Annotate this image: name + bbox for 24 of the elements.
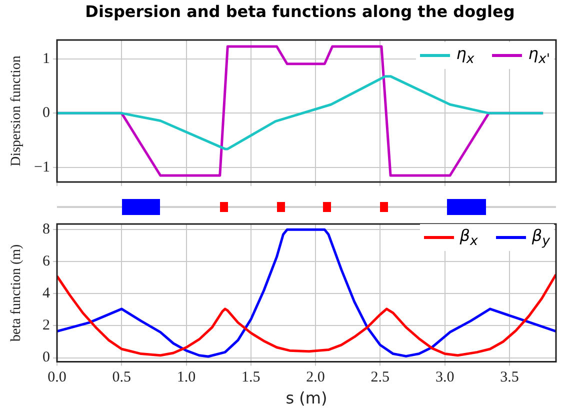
legend-label: η$_{x}$ bbox=[456, 44, 474, 68]
x-tick-label: 1.5 bbox=[242, 370, 260, 386]
x-tick-label: 1.0 bbox=[176, 370, 196, 386]
y-axis-title: Dispersion function bbox=[9, 56, 24, 166]
x-tick-label: 3.5 bbox=[500, 370, 519, 386]
y-tick-label: 2 bbox=[42, 318, 50, 334]
y-tick-label: 6 bbox=[42, 254, 50, 270]
y-tick-label: 8 bbox=[42, 222, 50, 238]
x-axis-title: s (m) bbox=[286, 388, 328, 408]
x-tick-label: 3.0 bbox=[435, 370, 454, 386]
legend-label: β$_{y}$ bbox=[532, 226, 550, 250]
chart-title: Dispersion and beta functions along the dogleg bbox=[84, 2, 516, 21]
x-tick-label: 0.0 bbox=[48, 370, 66, 386]
y-tick-label: 0 bbox=[42, 105, 50, 122]
y-tick-label: 1 bbox=[42, 50, 50, 67]
y-tick-label: 4 bbox=[42, 286, 50, 302]
y-tick-label: −1 bbox=[34, 159, 50, 176]
x-tick-label: 0.5 bbox=[112, 370, 132, 386]
y-axis-title: beta function (m) bbox=[9, 244, 24, 342]
x-tick-label: 2.0 bbox=[306, 370, 325, 386]
legend-label: η$_{x'}$ bbox=[528, 44, 550, 68]
legend-label: β$_{x}$ bbox=[460, 226, 478, 250]
y-tick-label: 0 bbox=[42, 350, 50, 366]
x-tick-label: 2.5 bbox=[370, 370, 390, 386]
